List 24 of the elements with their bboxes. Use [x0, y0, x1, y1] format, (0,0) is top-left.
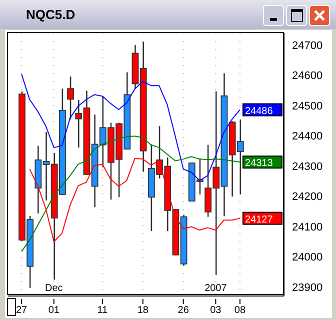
annotation: 2007 [204, 283, 228, 294]
x-tick-label: 27 [16, 305, 28, 316]
y-tick-label: 24000 [292, 252, 323, 264]
x-tick-label: 11 [97, 305, 108, 316]
x-tick-label: 26 [178, 305, 190, 316]
annotation: Dec [45, 283, 63, 294]
y-tick-label: 23900 [292, 282, 323, 294]
y-tick-label: 24100 [292, 221, 323, 234]
data-label: 24313 [244, 158, 274, 170]
x-tick-label: 08 [234, 305, 246, 316]
x-tick-label: 18 [137, 305, 149, 316]
data-label: 24127 [244, 214, 274, 226]
y-tick-label: 24300 [292, 160, 323, 173]
chart-title: NQC5.D [26, 7, 76, 22]
candlestick [67, 76, 74, 120]
y-tick-label: 24600 [292, 70, 323, 82]
y-tick-label: 24700 [292, 40, 323, 52]
x-tick-label: 03 [210, 305, 222, 316]
data-label: 24486 [244, 106, 274, 117]
x-tick-label: 01 [48, 305, 60, 316]
y-tick-label: 24500 [292, 100, 323, 112]
y-tick-label: 24400 [292, 130, 323, 143]
y-tick-label: 24200 [292, 191, 323, 204]
line-series [21, 74, 240, 182]
